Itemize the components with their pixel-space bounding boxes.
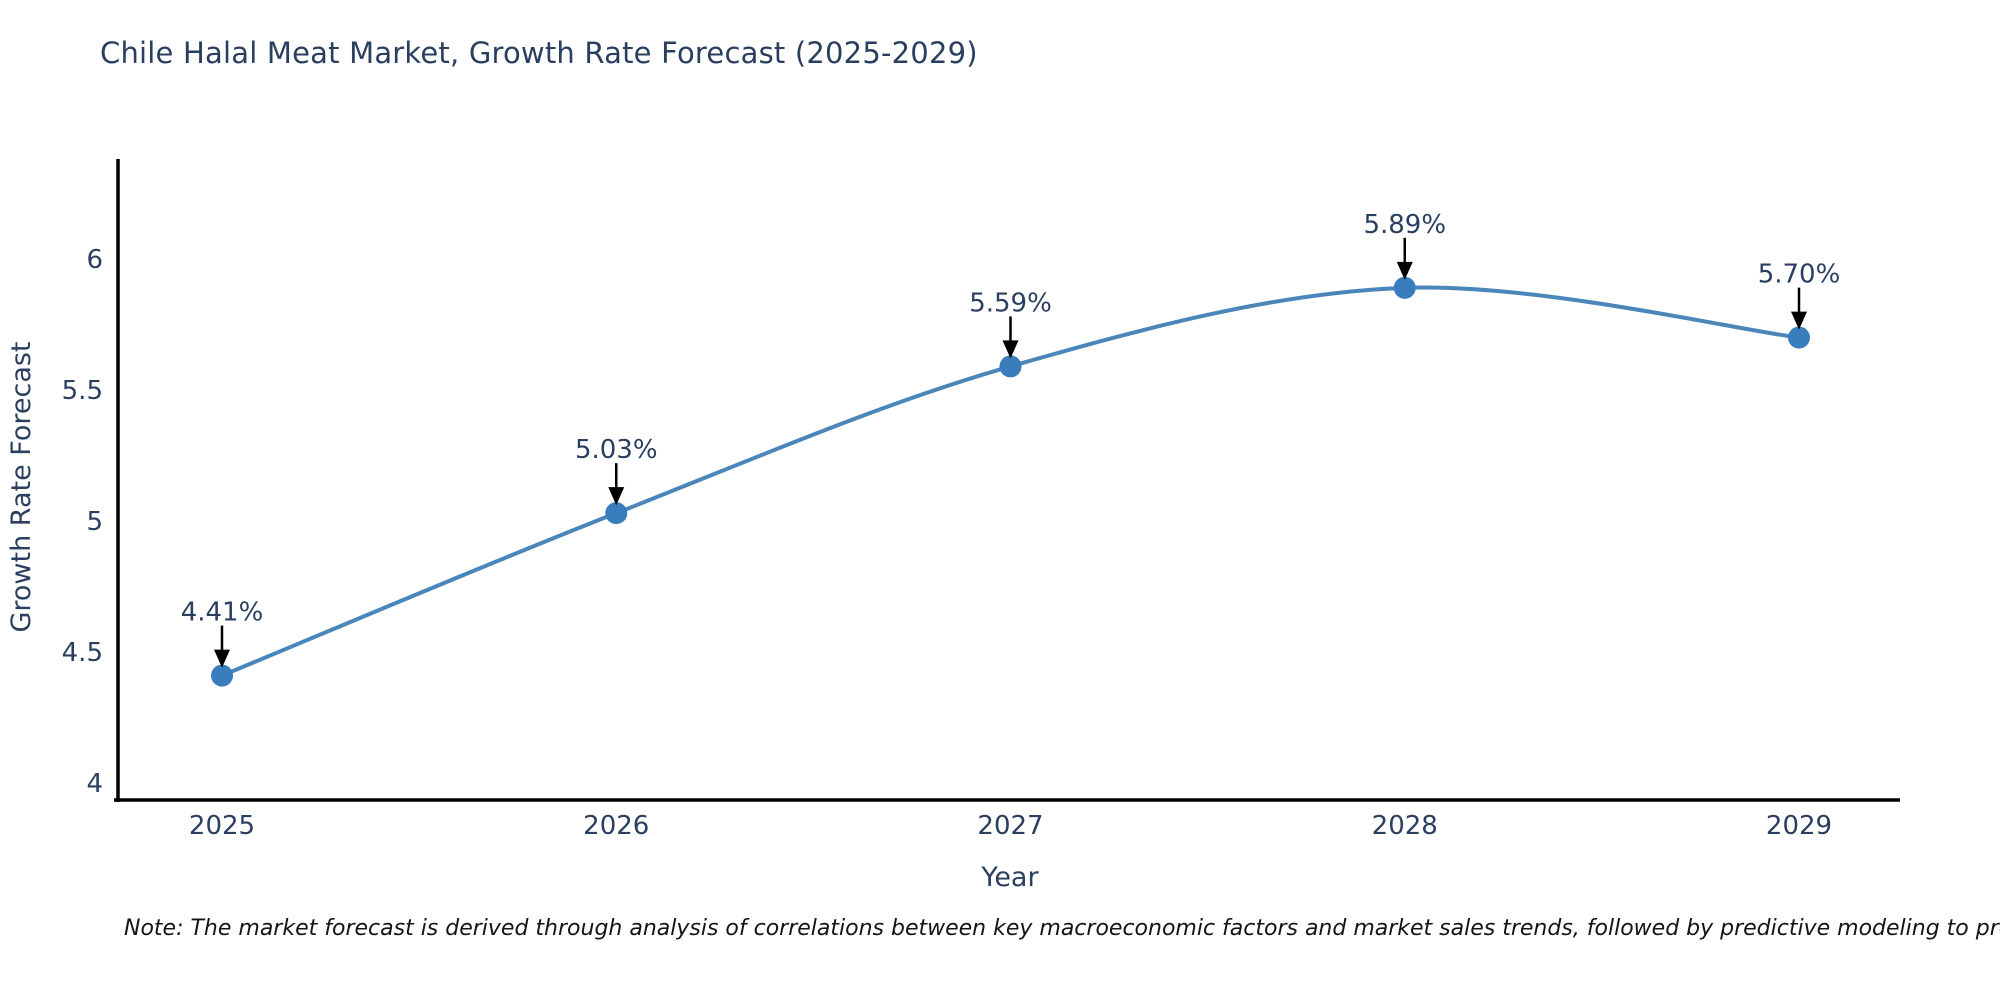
data-point-label: 5.59% — [969, 288, 1052, 318]
data-point-marker[interactable] — [211, 664, 233, 687]
data-point-label: 4.41% — [181, 598, 264, 628]
y-tick-label: 4 — [86, 769, 103, 799]
annotation-arrowhead-icon — [1002, 340, 1019, 359]
data-point-label: 5.70% — [1758, 260, 1841, 290]
y-tick-label: 6 — [86, 245, 103, 275]
y-tick-label: 4.5 — [62, 638, 103, 668]
x-tick-label: 2026 — [583, 811, 649, 841]
data-point-label: 5.89% — [1363, 210, 1446, 240]
y-tick-label: 5 — [86, 507, 103, 537]
data-point-marker[interactable] — [1788, 326, 1810, 349]
y-tick-label: 5.5 — [62, 376, 103, 406]
x-tick-label: 2025 — [189, 811, 255, 841]
x-tick-label: 2028 — [1372, 811, 1438, 841]
y-axis-title: Growth Rate Forecast — [6, 341, 37, 632]
data-point-marker[interactable] — [605, 502, 628, 525]
annotation-arrowhead-icon — [214, 649, 230, 668]
annotation-arrowhead-icon — [1396, 261, 1413, 280]
data-point-marker[interactable] — [1393, 276, 1416, 299]
annotation-arrowhead-icon — [1791, 311, 1807, 330]
footnote: Note: The market forecast is derived thr… — [124, 916, 2000, 941]
data-point-label: 5.03% — [575, 435, 658, 465]
data-point-marker[interactable] — [999, 355, 1022, 378]
x-tick-label: 2029 — [1766, 811, 1832, 841]
x-axis-title: Year — [980, 862, 1039, 893]
annotation-arrowhead-icon — [608, 487, 625, 506]
chart-title: Chile Halal Meat Market, Growth Rate For… — [100, 36, 978, 70]
x-tick-label: 2027 — [977, 811, 1043, 841]
